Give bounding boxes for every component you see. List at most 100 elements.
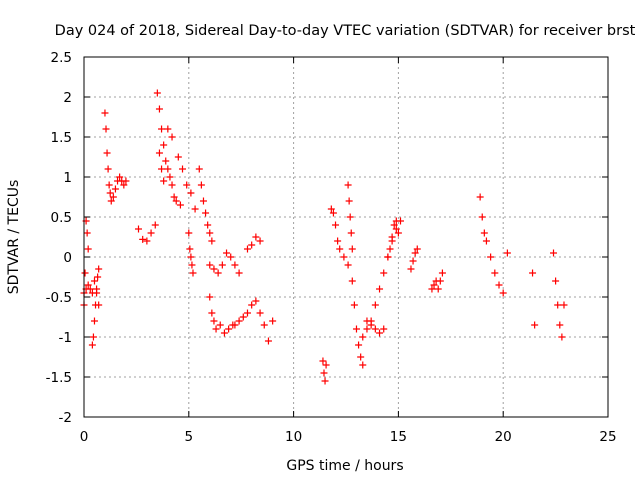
data-point-ad-1: [552, 277, 560, 285]
data-point-x-2: [388, 233, 396, 241]
y-tick-label: -0.5: [46, 290, 72, 306]
data-point-ab-0: [482, 237, 490, 245]
data-point-e-5: [106, 189, 114, 197]
data-point-p-9: [269, 317, 277, 325]
data-point-j-1: [168, 133, 176, 141]
data-point-l-1: [186, 245, 194, 253]
data-point-s-4: [336, 245, 344, 253]
x-tick-label: 15: [390, 429, 407, 445]
data-point-t-1: [345, 197, 353, 205]
data-point-x-0: [384, 253, 392, 261]
data-point-s-3: [334, 237, 342, 245]
data-point-n-6: [231, 261, 239, 269]
data-point-a-1: [81, 269, 89, 277]
data-point-f-1: [111, 185, 119, 193]
data-point-u-4: [357, 353, 365, 361]
data-point-ac-0: [529, 269, 537, 277]
data-point-e-2: [103, 149, 111, 157]
y-tick-label: 2: [63, 90, 72, 106]
data-point-u-1: [350, 301, 358, 309]
data-point-h-0: [153, 89, 161, 97]
y-tick-label: -1.5: [46, 370, 72, 386]
data-point-c-5: [94, 273, 102, 281]
x-tick-label: 10: [285, 429, 302, 445]
data-point-v-5: [380, 269, 388, 277]
data-point-o-6: [225, 325, 233, 333]
data-point-z-1: [430, 281, 438, 289]
data-point-k-1: [179, 165, 187, 173]
data-point-k-3: [187, 189, 195, 197]
data-point-h-1: [155, 105, 163, 113]
data-point-g-1: [139, 235, 147, 243]
data-point-j-2: [172, 197, 180, 205]
data-point-j-3: [176, 201, 184, 209]
data-point-v-3: [371, 301, 379, 309]
data-point-l-0: [185, 229, 193, 237]
data-point-w-3: [376, 329, 384, 337]
data-point-g-2: [143, 237, 151, 245]
y-tick-label: 2.5: [51, 50, 72, 66]
y-axis-label: SDTVAR / TECUs: [6, 180, 22, 295]
data-point-t-2: [346, 213, 354, 221]
data-point-aa-2: [480, 229, 488, 237]
x-axis-label: GPS time / hours: [286, 458, 403, 474]
data-point-x-5: [394, 229, 402, 237]
data-point-s-0: [327, 205, 335, 213]
data-point-f-0: [109, 193, 117, 201]
data-point-i-0: [155, 149, 163, 157]
data-point-p-0: [231, 321, 239, 329]
data-point-x-3: [390, 221, 398, 229]
data-point-x-1: [386, 245, 394, 253]
data-point-c-6: [95, 265, 103, 273]
data-point-v-0: [359, 333, 367, 341]
data-point-q-3: [256, 237, 264, 245]
data-point-ad-0: [550, 249, 558, 257]
data-point-v-4: [376, 285, 384, 293]
data-point-ab-3: [495, 281, 503, 289]
data-point-y-3: [413, 245, 421, 253]
x-tick-label: 25: [599, 429, 616, 445]
data-point-j-0: [164, 125, 172, 133]
data-point-e-6: [107, 197, 115, 205]
y-tick-label: 0: [63, 250, 72, 266]
data-point-g-3: [147, 229, 155, 237]
data-point-w-0: [363, 317, 371, 325]
y-tick-label: -1: [59, 330, 72, 346]
data-point-o-4: [216, 321, 224, 329]
data-point-e-3: [104, 165, 112, 173]
data-point-l-2: [187, 253, 195, 261]
data-point-m-1: [197, 181, 205, 189]
data-point-c-1: [89, 333, 97, 341]
chart-title: Day 024 of 2018, Sidereal Day-to-day VTE…: [55, 23, 636, 39]
y-tick-label: 1: [63, 170, 72, 186]
data-point-aa-0: [476, 193, 484, 201]
data-point-h-3: [160, 141, 168, 149]
data-point-r-1: [320, 369, 328, 377]
data-point-n-4: [223, 249, 231, 257]
data-point-ab-1: [487, 253, 495, 261]
data-point-m-0: [195, 165, 203, 173]
data-point-ad-4: [558, 333, 566, 341]
data-point-d-2: [95, 301, 103, 309]
data-point-s-1: [329, 209, 337, 217]
data-point-h-5: [164, 165, 172, 173]
data-point-y-1: [409, 257, 417, 265]
data-point-u-3: [355, 341, 363, 349]
data-point-d-1: [93, 289, 101, 297]
data-point-n-2: [214, 269, 222, 277]
data-point-m-6: [208, 237, 216, 245]
x-tick-label: 0: [80, 429, 89, 445]
data-point-v-8: [392, 225, 400, 233]
data-point-v-1: [363, 325, 371, 333]
data-point-l-3: [188, 261, 196, 269]
data-point-e-1: [102, 125, 110, 133]
data-point-ab-4: [499, 289, 507, 297]
data-point-p-2: [239, 313, 247, 321]
data-point-p-3: [243, 309, 251, 317]
data-point-n-1: [210, 265, 218, 273]
data-point-p-4: [248, 301, 256, 309]
data-point-e-0: [101, 109, 109, 117]
data-point-h-8: [170, 193, 178, 201]
data-point-o-3: [212, 325, 220, 333]
